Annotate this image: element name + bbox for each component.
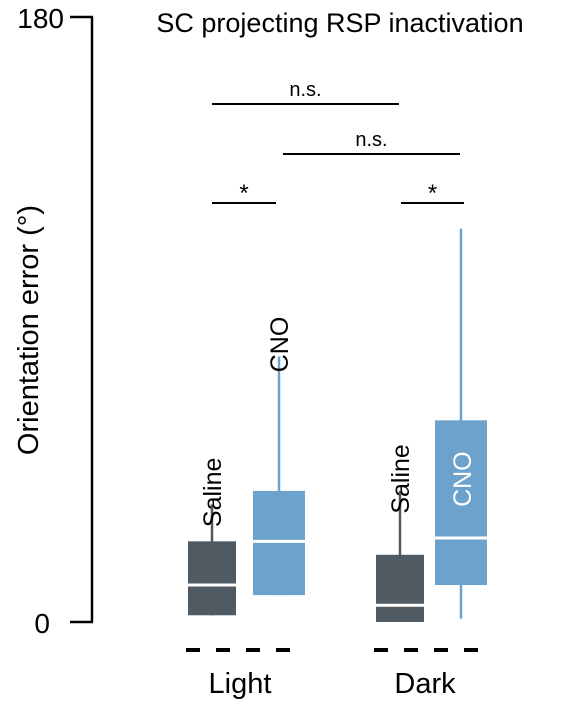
box-label-dark-saline: Saline	[387, 444, 415, 513]
box-label-dark-cno: CNO	[449, 451, 477, 507]
y-axis-label: Orientation error (°)	[13, 205, 45, 455]
y-axis: 180 0 Orientation error (°)	[13, 3, 94, 639]
x-label-light: Light	[209, 668, 272, 700]
x-label-dark: Dark	[394, 668, 456, 700]
boxes-layer: Saline CNO Saline CNO	[188, 228, 487, 622]
chart-title: SC projecting RSP inactivation	[156, 8, 523, 38]
iqr-box-dark-saline	[376, 554, 424, 622]
significance-bar-3: *	[212, 180, 276, 207]
box-light-saline: Saline	[188, 458, 236, 616]
iqr-box-dark-cno	[435, 420, 487, 586]
significance-label-3: *	[239, 180, 248, 207]
box-dark-saline: Saline	[376, 444, 424, 622]
y-tick-label-max: 180	[17, 3, 64, 34]
significance-label-2: n.s.	[355, 129, 387, 151]
iqr-box-light-saline	[188, 541, 236, 616]
y-tick-label-min: 0	[34, 608, 50, 639]
significance-bar-2: n.s.	[283, 129, 460, 155]
box-light-cno: CNO	[253, 317, 305, 596]
box-dark-cno: CNO	[435, 228, 487, 619]
box-label-light-saline: Saline	[199, 458, 227, 527]
significance-bar-4: *	[401, 180, 464, 207]
significance-bar-1: n.s.	[212, 79, 399, 105]
significance-label-1: n.s.	[289, 79, 321, 101]
significance-label-4: *	[428, 180, 437, 207]
box-label-light-cno: CNO	[266, 317, 294, 373]
significance-layer: n.s. n.s. * *	[212, 79, 464, 207]
iqr-box-light-cno	[253, 490, 305, 596]
